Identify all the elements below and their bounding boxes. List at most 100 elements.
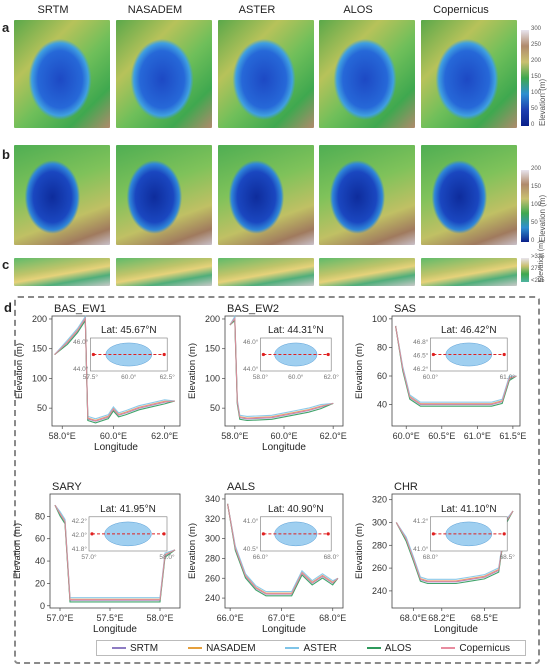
x-tick-label: 68.0°E (400, 613, 427, 623)
series-line-copernicus (395, 325, 517, 405)
latitude-annotation: Lat: 41.95°N (100, 504, 156, 515)
y-tick-label: 20 (35, 578, 45, 588)
inset-y-tick-label: 46.0° (243, 338, 259, 346)
colorbar-tick-label: 150 (531, 74, 542, 80)
x-axis-label: Longitude (94, 442, 138, 453)
y-tick-label: 150 (205, 344, 220, 354)
dem-map-c-copernicus (421, 258, 517, 286)
colorbar-b (521, 170, 529, 242)
colorbar-tick-label: 200 (531, 166, 542, 172)
row-label-c: c (2, 257, 10, 272)
inset-profile-start (431, 532, 435, 536)
inset-y-tick-label: 41.2° (413, 517, 429, 525)
colorbar-tick-label: 50 (531, 220, 538, 226)
legend-item-alos: ALOS (366, 643, 411, 654)
legend-swatch (188, 647, 203, 649)
x-tick-label: 61.5°E (499, 431, 526, 441)
inset-x-tick-label: 68.5° (500, 553, 516, 561)
dem-map-c-alos (319, 258, 415, 286)
dem-map-c-nasadem (116, 258, 212, 286)
chart-title: AALS (227, 481, 255, 493)
y-tick-label: 280 (372, 540, 387, 550)
chart-title: BAS_EW1 (54, 303, 106, 315)
inset-x-tick-label: 57.5° (83, 373, 99, 381)
x-tick-label: 57.5°E (96, 613, 123, 623)
panel-d-frame (14, 296, 540, 664)
y-tick-label: 280 (205, 553, 220, 563)
y-tick-label: 60 (377, 371, 387, 381)
x-tick-label: 68.5°E (471, 613, 498, 623)
y-tick-label: 40 (35, 556, 45, 566)
legend-label: ASTER (303, 642, 337, 654)
inset-profile-start (91, 352, 95, 357)
series-line-copernicus (54, 316, 175, 422)
x-tick-label: 66.0°E (217, 613, 244, 623)
x-axis-label: Longitude (262, 624, 306, 635)
x-axis-label: Longitude (434, 624, 478, 635)
latitude-annotation: Lat: 41.10°N (441, 504, 497, 515)
dem-map-a-copernicus (421, 20, 517, 128)
inset-x-tick-label: 58.0° (253, 373, 269, 381)
x-tick-label: 67.0°E (268, 613, 295, 623)
legend-swatch (441, 647, 456, 649)
y-tick-label: 150 (32, 344, 47, 354)
inset-x-tick-label: 62.5° (160, 373, 176, 381)
inset-x-tick-label: 60.0° (121, 373, 137, 381)
dem-map-b-alos (319, 145, 415, 245)
inset-x-tick-label: 60.0° (423, 373, 439, 381)
inset-x-tick-label: 60.0° (288, 373, 304, 381)
series-line-aster (227, 503, 339, 593)
y-axis-label: Elevation (m) (187, 523, 198, 579)
column-title-copernicus: Copernicus (433, 4, 489, 16)
dem-map-a-aster (218, 20, 314, 128)
colorbar-c (521, 258, 529, 282)
colorbar-tick-label: 0 (531, 122, 535, 128)
inset-x-tick-label: 66.0° (253, 553, 269, 561)
inset-profile-start (90, 532, 94, 536)
colorbar-a (521, 30, 529, 126)
x-tick-label: 60.5°E (428, 431, 455, 441)
series-line-copernicus (54, 504, 176, 601)
inset-y-tick-label: 42.0° (72, 531, 88, 539)
chart-title: SAS (394, 303, 416, 315)
colorbar-tick-label: <225 (531, 278, 545, 284)
column-title-nasadem: NASADEM (127, 4, 183, 16)
colorbar-tick-label: 300 (531, 26, 542, 32)
colorbar-tick-label: 275 (531, 266, 542, 272)
colorbar-tick-label: 0 (531, 238, 535, 244)
inset-profile-start (261, 532, 265, 536)
inset-y-tick-label: 44.0° (73, 365, 89, 373)
colorbar-tick-label: 50 (531, 106, 538, 112)
series-line-copernicus (395, 510, 514, 582)
inset-y-tick-label: 41.0° (413, 545, 429, 553)
y-tick-label: 260 (372, 563, 387, 573)
series-line-alos (227, 503, 339, 597)
y-tick-label: 340 (205, 494, 220, 504)
row-label-b: b (2, 147, 10, 162)
y-tick-label: 320 (205, 514, 220, 524)
y-tick-label: 60 (35, 534, 45, 544)
y-tick-label: 80 (377, 342, 387, 352)
inset-y-tick-label: 41.0° (243, 517, 259, 525)
inset-y-tick-label: 42.2° (72, 517, 88, 525)
dem-map-c-srtm (14, 258, 110, 286)
y-axis-label: Elevation (m) (14, 343, 25, 399)
colorbar-tick-label: 250 (531, 42, 542, 48)
inset-x-tick-label: 58.0° (159, 553, 175, 561)
inset-x-tick-label: 62.0° (324, 373, 340, 381)
dem-map-a-srtm (14, 20, 110, 128)
x-tick-label: 60.0°E (270, 431, 297, 441)
y-tick-label: 100 (205, 373, 220, 383)
y-tick-label: 240 (205, 593, 220, 603)
legend-swatch (366, 647, 381, 649)
chart-title: SARY (52, 481, 82, 493)
latitude-annotation: Lat: 46.42°N (441, 325, 497, 336)
inset-y-tick-label: 44.0° (243, 365, 259, 373)
dem-map-c-aster (218, 258, 314, 286)
x-tick-label: 61.0°E (464, 431, 491, 441)
inset-y-tick-label: 41.8° (72, 545, 88, 553)
x-tick-label: 60.0°E (100, 431, 127, 441)
legend-item-aster: ASTER (285, 642, 337, 654)
y-tick-label: 320 (372, 495, 387, 505)
